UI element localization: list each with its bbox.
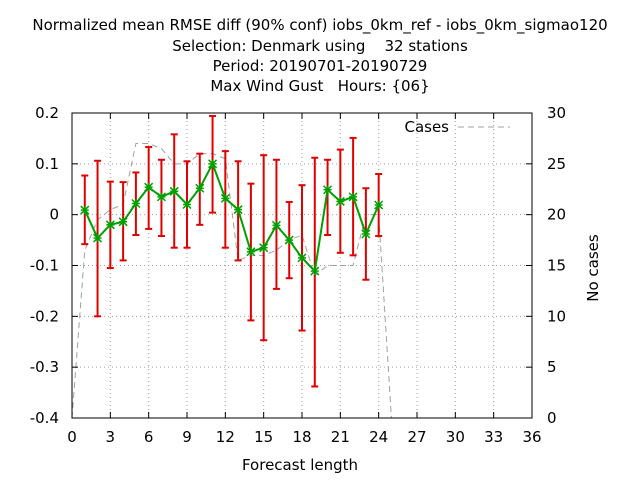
mean-point: [118, 217, 128, 227]
mean-point: [144, 182, 154, 192]
mean-line: [83, 161, 380, 274]
x-tick-label: 15: [254, 428, 273, 446]
x-tick-label: 24: [369, 428, 388, 446]
x-tick-label: 3: [106, 428, 116, 446]
chart-title-line-2: Selection: Denmark using 32 stations: [172, 37, 468, 55]
mean-point: [361, 229, 371, 239]
y-tick-label: -0.1: [30, 257, 59, 275]
chart-title-line-4: Max Wind Gust Hours: {06}: [210, 77, 430, 95]
legend: Cases: [404, 118, 510, 136]
mean-point: [156, 192, 166, 202]
y-tick-label: -0.4: [30, 409, 59, 427]
y-tick-label: -0.3: [30, 358, 59, 376]
y2-tick-label: 15: [547, 257, 566, 275]
mean-point: [93, 233, 103, 243]
y-tick-label: 0.1: [35, 155, 59, 173]
mean-point: [208, 159, 218, 169]
y-tick-label: -0.2: [30, 307, 59, 325]
y2-tick-label: 25: [547, 155, 566, 173]
x-axis-label: Forecast length: [242, 456, 358, 474]
error-bars: [81, 115, 383, 388]
x-tick-label: 18: [292, 428, 311, 446]
mean-point: [310, 266, 320, 276]
axis-ticks: 0 3 6 9 12 15 18 21 24 27 30 33 36-0.4-0.3-0.2-0.100…: [30, 104, 566, 446]
x-tick-label: 27: [407, 428, 426, 446]
y2-tick-label: 20: [547, 206, 566, 224]
mean-point: [348, 192, 358, 202]
mean-point: [220, 193, 230, 203]
mean-point: [105, 220, 115, 230]
mean-point: [182, 199, 192, 210]
x-tick-label: 30: [446, 428, 465, 446]
chart-title-line-1: Normalized mean RMSE diff (90% conf) iob…: [32, 16, 608, 34]
mean-point: [374, 200, 384, 210]
mean-point: [80, 205, 90, 215]
mean-point: [284, 235, 294, 245]
mean-series: [80, 159, 384, 276]
x-tick-label: 12: [216, 428, 235, 446]
mean-point: [271, 220, 281, 230]
x-tick-label: 0: [67, 428, 77, 446]
mean-point: [131, 198, 141, 209]
chart-title-line-3: Period: 20190701-20190729: [212, 57, 428, 75]
x-tick-label: 6: [144, 428, 154, 446]
mean-point: [233, 205, 243, 215]
y2-axis-label: No cases: [584, 234, 602, 302]
mean-point: [169, 186, 179, 196]
mean-point: [195, 183, 205, 193]
x-tick-label: 21: [331, 428, 350, 446]
legend-label-cases: Cases: [404, 118, 449, 136]
y2-tick-label: 0: [547, 409, 557, 427]
x-tick-label: 36: [522, 428, 541, 446]
mean-point: [297, 253, 307, 263]
mean-point: [335, 196, 345, 206]
y-tick-label: 0: [49, 206, 59, 224]
mean-point: [246, 247, 256, 257]
y2-tick-label: 10: [547, 307, 566, 325]
x-tick-label: 33: [484, 428, 503, 446]
x-tick-label: 9: [182, 428, 192, 446]
y2-tick-label: 5: [547, 358, 557, 376]
mean-point: [259, 243, 269, 253]
mean-point: [323, 185, 333, 195]
y-tick-label: 0.2: [35, 104, 59, 122]
y2-tick-label: 30: [547, 104, 566, 122]
